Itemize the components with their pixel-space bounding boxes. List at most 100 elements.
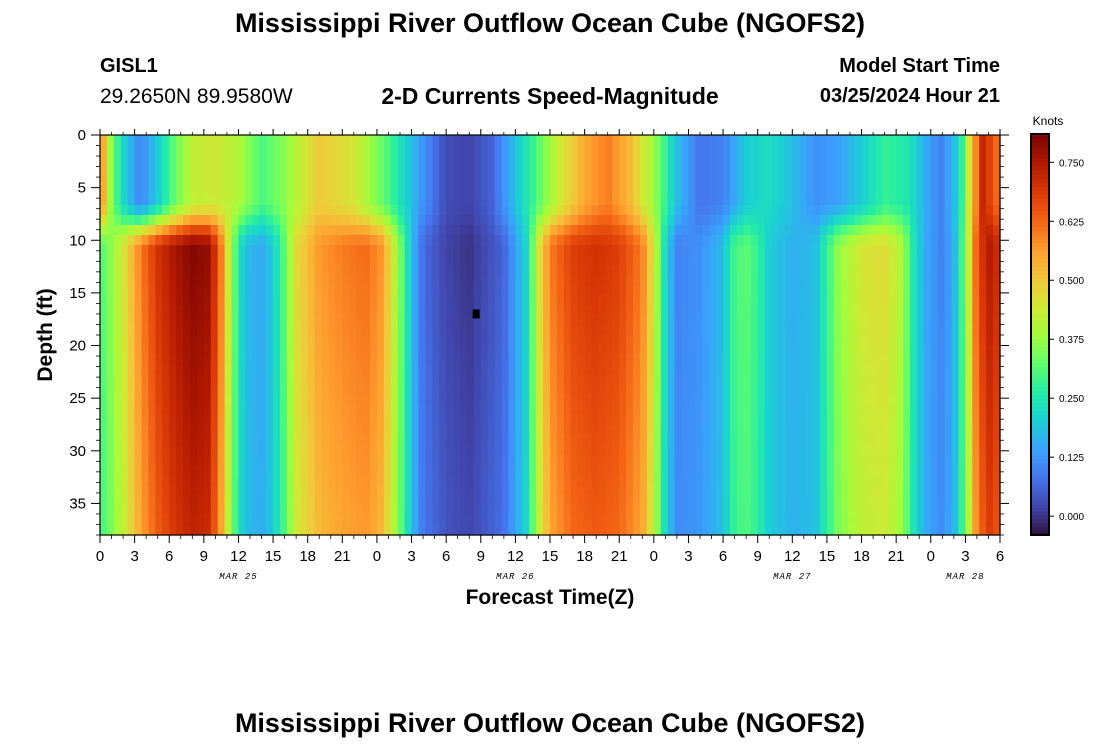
heatmap-cell xyxy=(667,145,676,156)
heatmap-cell xyxy=(868,155,876,166)
heatmap-cell xyxy=(231,465,240,476)
heatmap-cell xyxy=(986,445,994,456)
heatmap-cell xyxy=(252,415,260,426)
heatmap-cell xyxy=(736,315,745,326)
heatmap-cell xyxy=(480,375,489,386)
heatmap-cell xyxy=(370,225,378,236)
heatmap-cell xyxy=(799,185,807,196)
heatmap-cell xyxy=(162,405,170,416)
heatmap-cell xyxy=(169,445,177,456)
heatmap-cell xyxy=(286,375,295,386)
heatmap-cell xyxy=(695,205,703,216)
heatmap-cell xyxy=(252,515,260,526)
heatmap-cell xyxy=(806,215,814,226)
heatmap-cell xyxy=(750,425,759,436)
heatmap-cell xyxy=(418,505,426,516)
heatmap-cell xyxy=(896,165,904,176)
heatmap-cell xyxy=(979,465,987,476)
heatmap-cell xyxy=(335,405,343,416)
heatmap-cell xyxy=(633,285,641,296)
heatmap-cell xyxy=(273,345,281,356)
heatmap-cell xyxy=(868,375,876,386)
heatmap-cell xyxy=(411,225,420,236)
heatmap-cell xyxy=(826,265,835,276)
heatmap-cell xyxy=(951,155,960,166)
heatmap-cell xyxy=(425,175,433,186)
heatmap-cell xyxy=(868,395,876,406)
heatmap-cell xyxy=(466,285,475,296)
heatmap-cell xyxy=(570,155,579,166)
heatmap-cell xyxy=(875,135,883,146)
heatmap-cell xyxy=(487,335,496,346)
heatmap-cell xyxy=(148,395,156,406)
heatmap-cell xyxy=(972,365,980,376)
heatmap-cell xyxy=(425,375,433,386)
heatmap-cell xyxy=(155,455,163,466)
heatmap-cell xyxy=(785,425,793,436)
heatmap-cell xyxy=(127,195,136,206)
heatmap-cell xyxy=(674,325,683,336)
heatmap-cell xyxy=(854,235,863,246)
heatmap-cell xyxy=(127,495,136,506)
heatmap-cell xyxy=(127,315,136,326)
heatmap-cell xyxy=(910,135,918,146)
heatmap-cell xyxy=(439,375,447,386)
heatmap-cell xyxy=(972,495,980,506)
heatmap-cell xyxy=(695,345,703,356)
heatmap-cell xyxy=(556,355,565,366)
heatmap-cell xyxy=(418,305,426,316)
heatmap-cell xyxy=(633,355,641,366)
heatmap-cell xyxy=(217,515,226,526)
heatmap-cell xyxy=(785,475,793,486)
heatmap-cell xyxy=(356,375,364,386)
heatmap-cell xyxy=(501,395,510,406)
heatmap-cell xyxy=(134,425,143,436)
heatmap-cell xyxy=(217,185,226,196)
heatmap-cell xyxy=(266,225,274,236)
heatmap-cell xyxy=(127,205,136,216)
heatmap-cell xyxy=(466,495,475,506)
heatmap-cell xyxy=(134,315,143,326)
heatmap-cell xyxy=(217,385,226,396)
heatmap-cell xyxy=(155,195,163,206)
heatmap-cell xyxy=(404,145,413,156)
heatmap-cell xyxy=(342,255,350,266)
heatmap-cell xyxy=(986,365,994,376)
heatmap-cell xyxy=(460,285,468,296)
heatmap-cell xyxy=(584,325,593,336)
heatmap-cell xyxy=(709,465,717,476)
heatmap-cell xyxy=(473,205,482,216)
heatmap-cell xyxy=(563,345,572,356)
heatmap-cell xyxy=(543,205,551,216)
heatmap-cell xyxy=(155,305,163,316)
heatmap-cell xyxy=(106,175,115,186)
heatmap-cell xyxy=(868,285,876,296)
heatmap-cell xyxy=(418,475,426,486)
heatmap-cell xyxy=(190,185,198,196)
heatmap-cell xyxy=(972,335,980,346)
heatmap-cell xyxy=(383,345,392,356)
heatmap-cell xyxy=(882,275,890,286)
heatmap-cell xyxy=(833,435,842,446)
heatmap-cell xyxy=(633,335,641,346)
heatmap-cell xyxy=(896,455,904,466)
heatmap-cell xyxy=(951,365,960,376)
heatmap-cell xyxy=(785,505,793,516)
heatmap-cell xyxy=(750,485,759,496)
heatmap-cell xyxy=(314,315,323,326)
heatmap-cell xyxy=(882,405,890,416)
heatmap-cell xyxy=(370,235,378,246)
heatmap-cell xyxy=(522,415,530,426)
heatmap-cell xyxy=(432,505,440,516)
heatmap-cell xyxy=(591,445,600,456)
heatmap-cell xyxy=(376,355,385,366)
heatmap-cell xyxy=(702,365,710,376)
heatmap-cell xyxy=(508,255,516,266)
heatmap-cell xyxy=(688,475,696,486)
heatmap-cell xyxy=(148,465,156,476)
heatmap-cell xyxy=(826,375,835,386)
heatmap-cell xyxy=(439,345,447,356)
heatmap-cell xyxy=(868,465,876,476)
heatmap-cell xyxy=(861,365,870,376)
heatmap-cell xyxy=(702,445,710,456)
